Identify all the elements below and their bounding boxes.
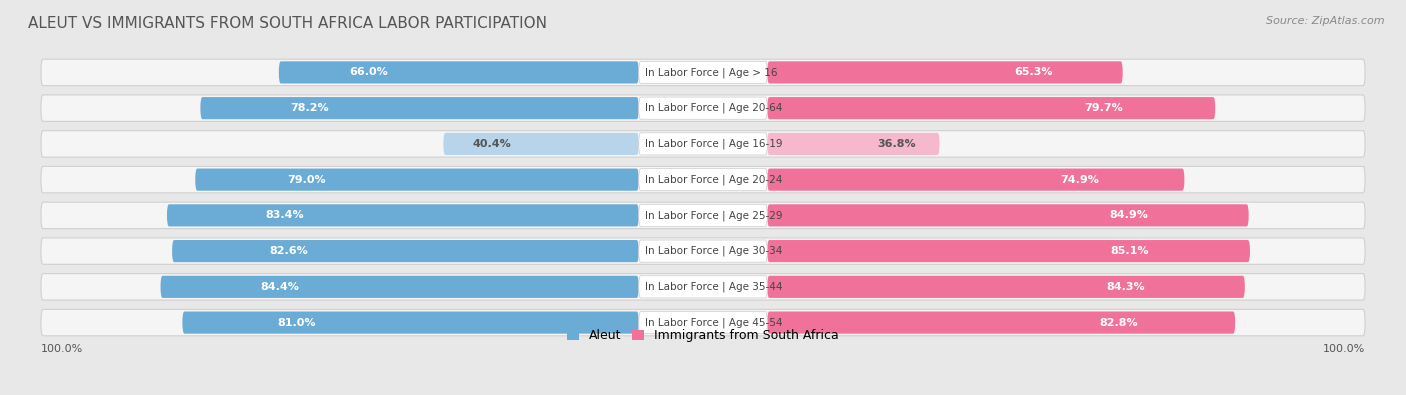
- Text: 84.9%: 84.9%: [1109, 211, 1147, 220]
- FancyBboxPatch shape: [768, 97, 1215, 119]
- Text: 84.4%: 84.4%: [260, 282, 299, 292]
- Text: 81.0%: 81.0%: [277, 318, 316, 327]
- FancyBboxPatch shape: [638, 204, 768, 226]
- FancyBboxPatch shape: [768, 133, 939, 155]
- Text: ALEUT VS IMMIGRANTS FROM SOUTH AFRICA LABOR PARTICIPATION: ALEUT VS IMMIGRANTS FROM SOUTH AFRICA LA…: [28, 16, 547, 31]
- Text: 36.8%: 36.8%: [877, 139, 915, 149]
- FancyBboxPatch shape: [638, 61, 768, 83]
- FancyBboxPatch shape: [183, 312, 638, 334]
- FancyBboxPatch shape: [768, 276, 1244, 298]
- FancyBboxPatch shape: [443, 133, 638, 155]
- FancyBboxPatch shape: [167, 204, 638, 226]
- FancyBboxPatch shape: [638, 133, 768, 155]
- FancyBboxPatch shape: [160, 276, 638, 298]
- Text: 65.3%: 65.3%: [1015, 68, 1053, 77]
- FancyBboxPatch shape: [41, 274, 1365, 300]
- FancyBboxPatch shape: [172, 240, 638, 262]
- FancyBboxPatch shape: [768, 204, 1249, 226]
- Text: In Labor Force | Age 20-64: In Labor Force | Age 20-64: [645, 103, 783, 113]
- FancyBboxPatch shape: [638, 169, 768, 191]
- Text: In Labor Force | Age 16-19: In Labor Force | Age 16-19: [645, 139, 783, 149]
- Text: 66.0%: 66.0%: [350, 68, 388, 77]
- FancyBboxPatch shape: [768, 169, 1184, 191]
- FancyBboxPatch shape: [41, 59, 1365, 86]
- FancyBboxPatch shape: [638, 97, 768, 119]
- FancyBboxPatch shape: [41, 95, 1365, 121]
- Text: 85.1%: 85.1%: [1111, 246, 1149, 256]
- Text: 78.2%: 78.2%: [291, 103, 329, 113]
- FancyBboxPatch shape: [41, 238, 1365, 264]
- FancyBboxPatch shape: [41, 166, 1365, 193]
- FancyBboxPatch shape: [638, 312, 768, 334]
- FancyBboxPatch shape: [41, 131, 1365, 157]
- FancyBboxPatch shape: [638, 276, 768, 298]
- Text: 79.7%: 79.7%: [1084, 103, 1122, 113]
- Text: 84.3%: 84.3%: [1107, 282, 1144, 292]
- FancyBboxPatch shape: [768, 312, 1236, 334]
- Text: 100.0%: 100.0%: [1323, 344, 1365, 354]
- Text: In Labor Force | Age > 16: In Labor Force | Age > 16: [645, 67, 778, 78]
- FancyBboxPatch shape: [768, 240, 1250, 262]
- FancyBboxPatch shape: [41, 309, 1365, 336]
- Text: In Labor Force | Age 45-54: In Labor Force | Age 45-54: [645, 317, 783, 328]
- Text: 40.4%: 40.4%: [472, 139, 512, 149]
- FancyBboxPatch shape: [201, 97, 638, 119]
- FancyBboxPatch shape: [638, 240, 768, 262]
- Text: 74.9%: 74.9%: [1060, 175, 1099, 184]
- Legend: Aleut, Immigrants from South Africa: Aleut, Immigrants from South Africa: [562, 324, 844, 347]
- Text: In Labor Force | Age 35-44: In Labor Force | Age 35-44: [645, 282, 783, 292]
- Text: In Labor Force | Age 25-29: In Labor Force | Age 25-29: [645, 210, 783, 221]
- FancyBboxPatch shape: [41, 202, 1365, 229]
- Text: In Labor Force | Age 30-34: In Labor Force | Age 30-34: [645, 246, 783, 256]
- Text: Source: ZipAtlas.com: Source: ZipAtlas.com: [1267, 16, 1385, 26]
- FancyBboxPatch shape: [278, 61, 638, 83]
- Text: 79.0%: 79.0%: [287, 175, 325, 184]
- FancyBboxPatch shape: [768, 61, 1123, 83]
- FancyBboxPatch shape: [195, 169, 638, 191]
- Text: 100.0%: 100.0%: [41, 344, 83, 354]
- Text: In Labor Force | Age 20-24: In Labor Force | Age 20-24: [645, 174, 783, 185]
- Text: 82.6%: 82.6%: [270, 246, 308, 256]
- Text: 83.4%: 83.4%: [266, 211, 304, 220]
- Text: 82.8%: 82.8%: [1099, 318, 1137, 327]
